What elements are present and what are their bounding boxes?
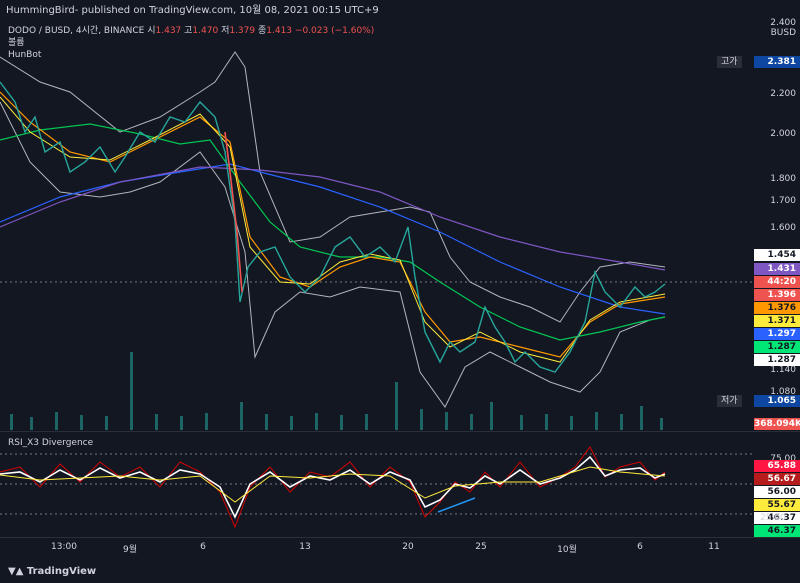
price-path-red: [224, 131, 243, 293]
rsi-badge: 55.67: [754, 499, 800, 511]
time-tick: 13: [299, 542, 311, 552]
change-value: −0.023 (−1.60%): [294, 26, 375, 36]
rsi-indicator-title[interactable]: RSI_X3 Divergence: [8, 438, 94, 448]
price-tick: 1.600: [770, 223, 796, 233]
high-marker-value: 2.381: [754, 56, 800, 68]
price-badge: 1.454: [754, 249, 800, 261]
rsi-tick: 25.00: [760, 513, 786, 523]
timeaxis-separator: [0, 537, 800, 538]
rsi-white-line: [0, 455, 666, 519]
open-value: 1.437: [155, 26, 182, 36]
volume-bars: [10, 352, 663, 430]
time-tick: 25: [475, 542, 487, 552]
rsi-badge: 65.88: [754, 460, 800, 472]
rsi-badge: 56.67: [754, 473, 800, 485]
ma-yellow: [0, 96, 666, 363]
bollinger-upper: [0, 51, 666, 323]
price-tick: 2.400: [770, 18, 796, 28]
currency-label: BUSD: [770, 28, 796, 38]
time-tick: 11: [708, 542, 720, 552]
close-value: 1.413: [266, 26, 293, 36]
price-tick: 2.200: [770, 89, 796, 99]
countdown-badge: 44:20: [754, 276, 800, 288]
rsi-badge: 46.37: [754, 525, 800, 537]
ma-orange: [0, 91, 666, 358]
price-axis[interactable]: 2.400 BUSD 2.200 2.000 1.800 1.700 1.600…: [752, 18, 800, 537]
price-tick: 1.800: [770, 174, 796, 184]
price-chart[interactable]: [0, 22, 752, 430]
high-label: 고: [184, 26, 193, 36]
pane-separator[interactable]: [0, 431, 800, 432]
low-marker-value: 1.065: [754, 395, 800, 407]
time-tick: 6: [200, 542, 206, 552]
time-tick: 10월: [557, 545, 577, 555]
price-badge: 1.376: [754, 302, 800, 314]
bollinger-lower: [0, 101, 666, 408]
rsi-badge: 56.00: [754, 486, 800, 498]
open-label: 시: [147, 26, 156, 36]
rsi-yellow-line: [0, 466, 666, 503]
divergence-line: [437, 497, 476, 513]
rsi-badge: 46.37: [754, 512, 800, 524]
price-badge: 1.287: [754, 354, 800, 366]
price-tick: 2.000: [770, 129, 796, 139]
volume-legend[interactable]: 볼륨: [8, 38, 25, 48]
time-tick: 20: [402, 542, 414, 552]
low-marker-label: 저가: [717, 395, 742, 407]
price-tick: 1.080: [770, 387, 796, 397]
indicator-legend[interactable]: HunBot: [8, 50, 42, 60]
rsi-red-line: [0, 446, 666, 529]
low-label: 저: [221, 26, 230, 36]
brand-name: TradingView: [26, 566, 97, 577]
price-badge: 1.396: [754, 289, 800, 301]
price-badge: 1.287: [754, 341, 800, 353]
rsi-tick: 75.00: [770, 454, 796, 464]
tradingview-logo[interactable]: ▼▲ TradingView: [8, 560, 96, 583]
volume-badge: 368.094K: [754, 418, 800, 430]
ma-purple: [0, 166, 666, 271]
price-tick: 1.140: [770, 365, 796, 375]
time-tick: 9월: [122, 545, 138, 555]
time-tick: 13:00: [51, 542, 77, 552]
ma-green: [0, 123, 666, 341]
symbol-name: DODO / BUSD, 4시간, BINANCE: [8, 26, 145, 36]
price-badge: 1.431: [754, 263, 800, 275]
price-badge: 1.297: [754, 328, 800, 340]
time-tick: 6: [637, 542, 643, 552]
time-axis[interactable]: 13:00 9월 6 13 20 25 10월 6 11: [0, 538, 752, 556]
footer: ▼▲ TradingView: [0, 560, 800, 583]
high-value: 1.470: [192, 26, 219, 36]
tv-icon: ▼▲: [8, 566, 24, 577]
high-marker-label: 고가: [717, 56, 742, 68]
close-label: 종: [257, 26, 267, 36]
symbol-legend[interactable]: DODO / BUSD, 4시간, BINANCE 시1.437 고1.470 …: [8, 26, 374, 37]
rsi-chart[interactable]: [0, 432, 752, 536]
price-badge: 1.371: [754, 315, 800, 327]
price-tick: 1.700: [770, 196, 796, 206]
low-value: 1.379: [229, 26, 256, 36]
price-path: [0, 81, 666, 373]
publish-header: HummingBird- published on TradingView.co…: [6, 5, 379, 16]
